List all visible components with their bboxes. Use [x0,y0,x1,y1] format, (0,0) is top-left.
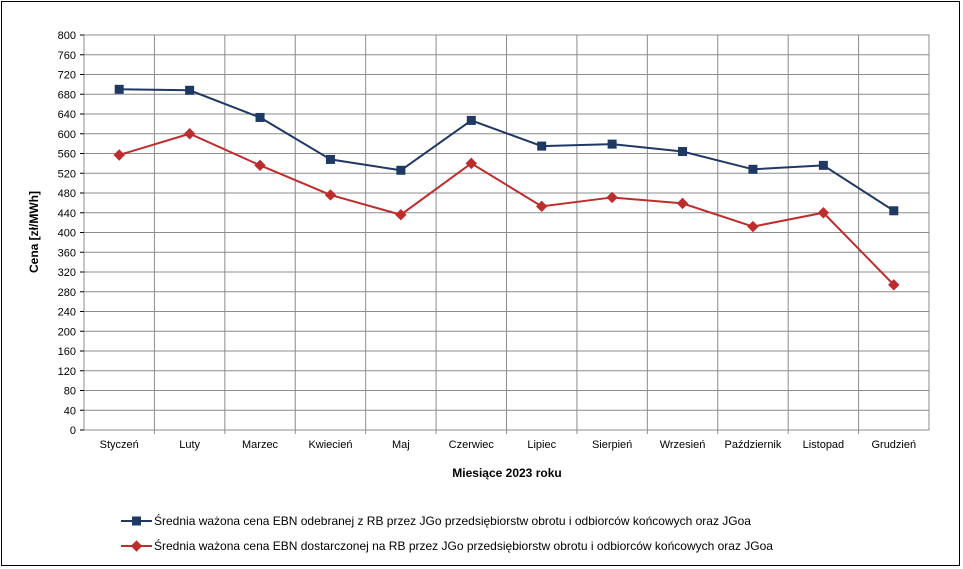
series-1-point [255,112,265,122]
series-2-point [817,207,830,219]
series-2-point [254,159,266,172]
series-2-point [606,191,618,204]
series-1 [114,84,899,216]
series-2-point [465,157,477,170]
series-2-point [888,279,900,291]
x-tick-label: Sierpień [592,439,632,451]
series-layer [113,84,900,291]
legend-label-1: Średnia ważona cena EBN odebranej z RB p… [154,513,751,528]
grid-lines [83,34,930,434]
x-tick-label: Grudzień [871,439,916,451]
series-2-point [395,209,407,221]
legend-label-2: Średnia ważona cena EBN dostarczonej na … [154,538,773,553]
series-2-point [324,189,337,201]
y-tick-label: 120 [58,366,76,378]
y-tick-label: 640 [58,109,76,121]
series-2-point [676,197,689,210]
legend-swatch-marker [132,516,141,526]
series-1-point [748,164,758,174]
y-tick-label: 40 [64,405,76,417]
x-tick-label: Marzec [242,439,279,451]
series-1-point [396,165,406,175]
series-1-point [325,154,335,164]
series-2-point [747,220,759,233]
x-tick-label: Maj [392,439,410,451]
series-1-point [185,85,195,95]
y-tick-label: 80 [64,386,76,398]
series-1-line [119,88,895,212]
series-2-point [536,200,548,213]
x-axis-ticks: Styczeń Luty Marzec Kwiecień Maj Czerwiec Lipi… [100,439,916,451]
y-tick-label: 520 [58,168,76,180]
x-tick-label: Listopad [803,439,845,451]
y-axis-ticks: 0 40 80 120 160 200 240 280 320 360 400 440 480 520 56… [58,30,84,437]
y-tick-label: 760 [58,50,76,62]
series-1-point [537,141,547,151]
x-tick-label: Styczeń [100,439,139,451]
y-tick-label: 680 [58,89,76,101]
x-tick-label: Luty [179,439,200,451]
y-tick-label: 200 [58,326,76,338]
y-tick-label: 560 [58,149,76,161]
x-tick-label: Kwiecień [308,439,352,451]
y-tick-label: 360 [58,247,76,259]
legend-swatch-marker [130,540,143,552]
series-2-point [183,128,196,140]
y-tick-label: 240 [58,307,76,319]
series-1-point [678,147,688,157]
legend: Średnia ważona cena EBN odebranej z RB p… [121,513,773,553]
y-tick-label: 720 [58,70,76,82]
series-1-point [889,206,899,216]
x-tick-label: Czerwiec [449,439,495,451]
series-2-line [118,132,895,286]
y-tick-label: 280 [58,287,76,299]
series-1-point [466,115,476,125]
y-tick-label: 400 [58,228,76,240]
y-tick-label: 600 [58,129,76,141]
x-axis-title: Miesiące 2023 roku [452,466,561,480]
x-tick-label: Lipiec [527,439,556,451]
series-1-point [114,84,124,94]
x-tick-label: Wrzesień [660,439,706,451]
x-tick-label: Październik [725,439,782,451]
series-2-point [113,149,125,161]
y-tick-label: 160 [58,346,76,358]
y-tick-label: 800 [58,30,76,42]
y-axis-title: Cena [zł/MWh] [27,191,41,273]
series-1-point [607,139,617,149]
y-tick-label: 480 [58,188,76,200]
y-tick-label: 0 [70,425,76,437]
y-tick-label: 440 [58,208,76,220]
series-1-point [818,160,828,170]
y-tick-label: 320 [58,267,76,279]
series-2 [113,128,900,291]
